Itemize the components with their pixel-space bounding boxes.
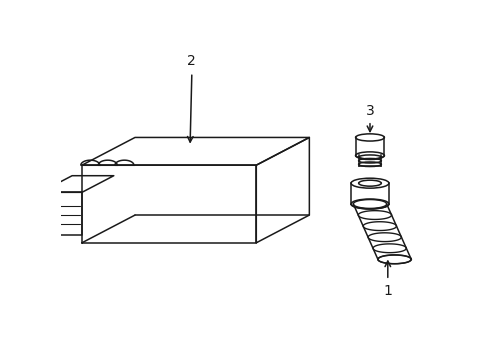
Text: 1: 1 [383, 284, 391, 298]
Text: 2: 2 [187, 54, 196, 68]
Text: 3: 3 [365, 104, 374, 118]
